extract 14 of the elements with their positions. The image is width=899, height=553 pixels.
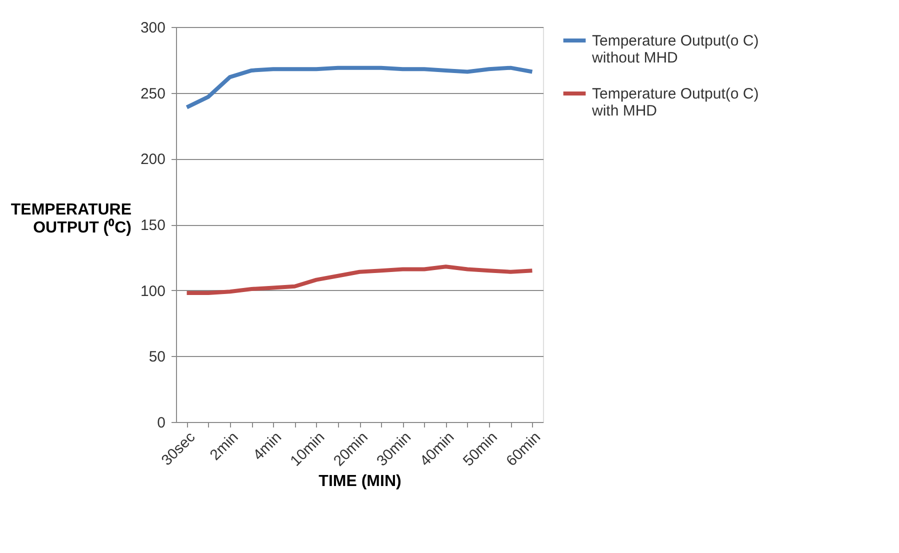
y-axis-title: TEMPERATURE OUTPUT (⁰C) xyxy=(10,202,132,236)
x-axis-title: TIME (MIN) xyxy=(318,472,402,490)
y-tick-label: 50 xyxy=(148,348,166,366)
y-tick-label: 300 xyxy=(140,20,166,36)
y-tick-label: 150 xyxy=(140,217,166,234)
line-series xyxy=(184,264,534,295)
y-tick-label: 200 xyxy=(140,151,166,168)
x-tick-label: 4min xyxy=(250,428,285,464)
legend-label: Temperature Output(o C) with MHD xyxy=(591,86,759,120)
y-tick-label: 250 xyxy=(140,85,166,102)
legend-label: Temperature Output(o C) without MHD xyxy=(591,32,759,66)
y-tick-label: 0 xyxy=(157,414,166,432)
line-series xyxy=(184,66,534,110)
y-tick-label: 100 xyxy=(140,282,166,300)
